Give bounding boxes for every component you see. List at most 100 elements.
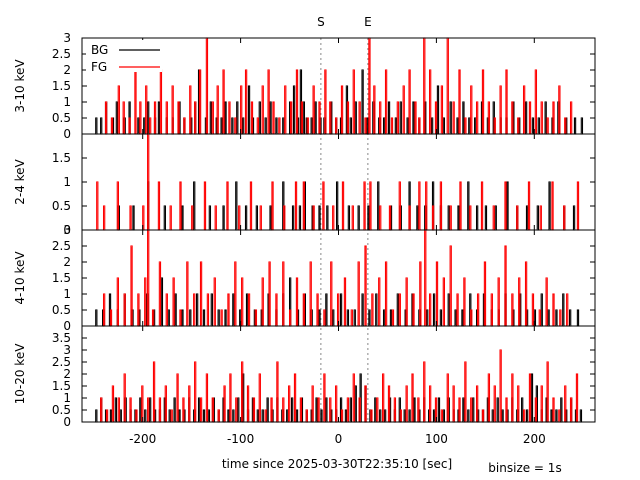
y-tick-label-zero: 0 xyxy=(63,415,71,429)
y-tick-label: 2 xyxy=(63,367,71,381)
bin-bg xyxy=(494,205,497,231)
bin-bg xyxy=(375,293,378,327)
bin-fg xyxy=(384,69,388,135)
bin-fg xyxy=(316,293,319,327)
bin-bg xyxy=(310,117,313,135)
bin-bg xyxy=(95,117,98,135)
bin-fg xyxy=(206,293,210,327)
x-tick-label: 100 xyxy=(425,432,448,446)
bin-fg xyxy=(539,205,542,231)
bin-fg xyxy=(442,277,446,327)
x-axis: -200 -100 0 100 200 xyxy=(129,432,546,446)
bin-fg xyxy=(435,261,439,327)
bin-bg xyxy=(181,309,184,327)
bin-bg xyxy=(181,205,184,231)
bin-fg xyxy=(499,349,502,423)
bin-fg xyxy=(499,85,502,135)
bin-bg xyxy=(137,117,140,135)
bin-bg xyxy=(202,409,206,423)
series-fg-panel-2 xyxy=(102,229,569,327)
bin-bg xyxy=(114,397,118,423)
bin-fg xyxy=(179,309,182,327)
bin-bg xyxy=(275,117,278,135)
bin-fg xyxy=(464,361,467,423)
bin-bg xyxy=(292,85,296,135)
bin-fg xyxy=(116,277,119,327)
y-tick-label: 1.5 xyxy=(52,379,71,393)
bin-fg xyxy=(566,293,569,327)
bin-fg xyxy=(440,409,444,423)
bin-bg xyxy=(374,397,377,423)
bin-bg xyxy=(325,397,328,423)
bin-fg xyxy=(463,277,466,327)
bin-bg xyxy=(412,101,415,135)
series-bg-panel-0 xyxy=(95,69,584,135)
bin-fg xyxy=(205,373,209,423)
bin-bg xyxy=(256,409,259,423)
bin-bg xyxy=(282,117,285,135)
bin-bg xyxy=(95,309,98,327)
bin-fg xyxy=(276,361,279,423)
bin-bg xyxy=(298,205,302,231)
bin-fg xyxy=(246,385,250,423)
bin-fg xyxy=(522,85,526,135)
bin-bg xyxy=(210,293,213,327)
y-tick-label: 0.5 xyxy=(52,199,71,213)
legend-label-bg: BG xyxy=(91,43,108,57)
bin-fg xyxy=(358,101,361,135)
y-tick-label-zero: 0 xyxy=(63,127,71,141)
bin-fg xyxy=(123,293,126,327)
bin-bg xyxy=(462,101,465,135)
bin-fg xyxy=(411,373,414,423)
bin-bg xyxy=(318,205,321,231)
legend-bg xyxy=(86,57,162,72)
bin-bg xyxy=(224,101,227,135)
bin-bg xyxy=(335,181,339,231)
bin-bg xyxy=(408,409,411,423)
bin-fg xyxy=(111,385,115,423)
bin-fg xyxy=(222,69,225,135)
y-tick-label: 3 xyxy=(63,223,71,237)
bin-bg xyxy=(474,117,477,135)
bin-fg xyxy=(534,69,538,135)
bin-fg xyxy=(288,385,291,423)
bin-bg xyxy=(416,205,419,231)
bin-fg xyxy=(379,205,382,231)
bin-fg xyxy=(376,397,379,423)
bin-fg xyxy=(431,205,435,231)
bin-bg xyxy=(202,309,206,327)
x-tick-label: 0 xyxy=(335,432,343,446)
bin-bg xyxy=(426,309,429,327)
bin-bg xyxy=(354,385,357,423)
bin-fg xyxy=(258,373,261,423)
bin-fg xyxy=(305,409,308,423)
bin-bg xyxy=(403,409,406,423)
bin-bg xyxy=(579,409,583,423)
y-tick-label: 2 xyxy=(63,63,71,77)
bin-bg xyxy=(302,101,306,135)
bin-fg xyxy=(364,117,367,135)
bin-fg xyxy=(528,101,532,135)
bin-bg xyxy=(462,397,465,423)
bin-fg xyxy=(569,397,573,423)
bin-fg xyxy=(147,397,150,423)
y-axis-label-panel-1: 2-4 keV xyxy=(13,158,27,204)
legend-bg xyxy=(86,40,162,55)
y-tick-label-zero: 0 xyxy=(63,223,71,237)
bin-bg xyxy=(580,117,584,135)
x-tick-label: -200 xyxy=(129,432,156,446)
bin-bg xyxy=(193,181,196,231)
y-tick-label: 3.5 xyxy=(52,331,71,345)
bin-fg xyxy=(428,293,432,327)
bin-bg xyxy=(361,293,364,327)
bin-fg xyxy=(382,373,385,423)
bin-fg xyxy=(272,101,275,135)
bin-bg xyxy=(269,101,272,135)
bin-fg xyxy=(459,181,462,231)
y-tick-label: 0.5 xyxy=(52,111,71,125)
bin-bg xyxy=(95,409,98,423)
bin-bg xyxy=(382,309,386,327)
